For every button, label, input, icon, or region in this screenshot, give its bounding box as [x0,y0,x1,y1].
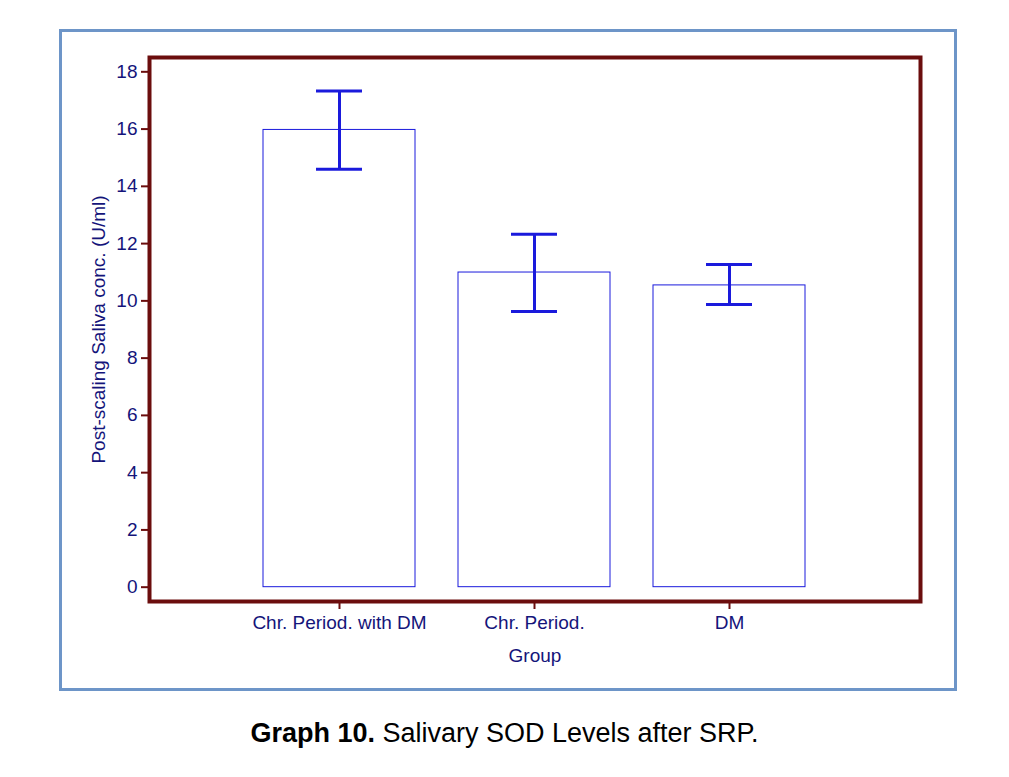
svg-text:Chr. Period. with DM: Chr. Period. with DM [252,612,426,633]
svg-text:Post-scaling Saliva conc. (U/m: Post-scaling Saliva conc. (U/ml) [88,195,109,463]
svg-text:10: 10 [116,290,137,311]
svg-text:0: 0 [127,576,138,597]
svg-text:14: 14 [116,175,138,196]
svg-text:12: 12 [116,233,137,254]
svg-text:8: 8 [127,347,138,368]
svg-text:16: 16 [116,118,137,139]
svg-text:4: 4 [127,462,138,483]
svg-text:18: 18 [116,61,137,82]
svg-text:DM: DM [715,612,745,633]
html-text:Graph 10. Salivary SOD Levels: Graph 10. Salivary SOD Levels after SRP. [250,718,759,748]
svg-text:6: 6 [127,404,138,425]
svg-text:2: 2 [127,519,138,540]
svg-text:Chr. Period.: Chr. Period. [484,612,584,633]
svg-text:Group: Group [509,645,562,666]
